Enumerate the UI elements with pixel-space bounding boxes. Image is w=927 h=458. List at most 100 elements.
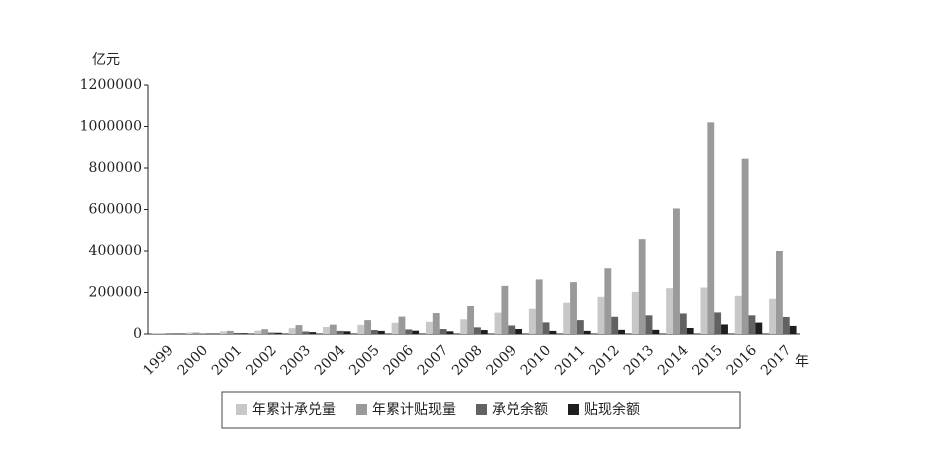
bar xyxy=(687,328,694,334)
bar xyxy=(193,333,200,334)
bar xyxy=(220,331,227,334)
bar xyxy=(330,325,337,334)
bar xyxy=(186,333,193,334)
legend-swatch xyxy=(356,404,367,415)
bar xyxy=(618,330,625,334)
bar xyxy=(508,325,515,334)
bar xyxy=(254,331,261,334)
bar xyxy=(302,332,309,334)
legend-swatch xyxy=(568,404,579,415)
x-tick-label: 2001 xyxy=(209,342,246,379)
bar xyxy=(652,330,659,334)
bar xyxy=(639,239,646,334)
bar xyxy=(151,333,158,334)
bar xyxy=(646,315,653,334)
bar xyxy=(337,331,344,334)
y-tick-label: 0 xyxy=(133,326,142,342)
legend-label: 贴现余额 xyxy=(584,401,640,418)
y-tick-label: 600000 xyxy=(89,202,142,218)
x-tick-label: 2006 xyxy=(381,342,418,379)
bar xyxy=(275,333,282,334)
bar xyxy=(344,331,351,334)
y-tick-label: 200000 xyxy=(89,285,142,301)
x-tick-label: 2005 xyxy=(346,342,383,379)
bar xyxy=(707,122,714,334)
bar xyxy=(495,313,502,334)
bar xyxy=(501,286,508,334)
bar xyxy=(227,331,234,334)
bar xyxy=(529,309,536,334)
x-tick-label: 2011 xyxy=(552,342,589,379)
bar xyxy=(371,330,378,334)
bar xyxy=(158,333,165,334)
legend-label: 年累计贴现量 xyxy=(372,402,456,418)
bar xyxy=(481,330,488,334)
bar xyxy=(296,325,303,334)
bar xyxy=(749,315,756,334)
bar xyxy=(721,324,728,334)
bar xyxy=(700,288,707,334)
bar xyxy=(268,333,275,334)
bar xyxy=(673,208,680,334)
bar xyxy=(460,319,467,334)
bar xyxy=(776,251,783,334)
bar xyxy=(680,313,687,334)
bar xyxy=(563,303,570,334)
bar xyxy=(378,331,385,334)
bar xyxy=(309,332,316,334)
bar xyxy=(783,317,790,334)
bar xyxy=(632,292,639,334)
bar xyxy=(570,282,577,334)
y-axis-label: 亿元 xyxy=(92,52,120,68)
bar xyxy=(289,328,296,334)
bar xyxy=(392,323,399,334)
bar xyxy=(467,306,474,334)
x-tick-label: 2000 xyxy=(175,342,212,379)
bar xyxy=(611,317,618,334)
bar xyxy=(357,325,364,334)
bar xyxy=(399,317,406,334)
y-tick-label: 800000 xyxy=(89,160,142,176)
bar xyxy=(364,320,371,334)
bar xyxy=(769,299,776,334)
legend-label: 年累计承兑量 xyxy=(252,402,336,418)
bar xyxy=(755,323,762,334)
x-tick-label: 2016 xyxy=(724,342,761,379)
bar xyxy=(426,322,433,334)
x-axis-label: 年 xyxy=(795,354,809,370)
bar xyxy=(735,296,742,334)
legend-swatch xyxy=(236,404,247,415)
bar xyxy=(549,331,556,334)
bar xyxy=(515,329,522,334)
bar xyxy=(536,279,543,334)
bar xyxy=(604,268,611,334)
bar xyxy=(742,159,749,334)
bar xyxy=(714,312,721,334)
bar xyxy=(234,333,241,334)
bar xyxy=(577,320,584,334)
x-tick-label: 2009 xyxy=(483,342,520,379)
bar xyxy=(447,331,454,334)
x-tick-label: 2008 xyxy=(449,342,486,379)
bar xyxy=(598,297,605,334)
x-tick-label: 2002 xyxy=(243,342,280,379)
bar xyxy=(584,331,591,334)
x-tick-label: 1999 xyxy=(140,342,177,379)
bar xyxy=(440,329,447,334)
bar xyxy=(790,326,797,334)
bar xyxy=(412,331,419,334)
bar xyxy=(433,313,440,334)
y-tick-label: 1200000 xyxy=(80,77,142,93)
x-tick-label: 2012 xyxy=(586,342,623,379)
y-tick-label: 400000 xyxy=(89,243,142,259)
x-tick-label: 2015 xyxy=(689,342,726,379)
x-tick-label: 2007 xyxy=(415,342,452,379)
bar xyxy=(261,329,268,334)
bar xyxy=(474,327,481,334)
legend-swatch xyxy=(476,404,487,415)
bar xyxy=(405,329,412,334)
bar xyxy=(241,333,248,334)
bar xyxy=(323,327,330,334)
x-tick-label: 2013 xyxy=(621,342,658,379)
